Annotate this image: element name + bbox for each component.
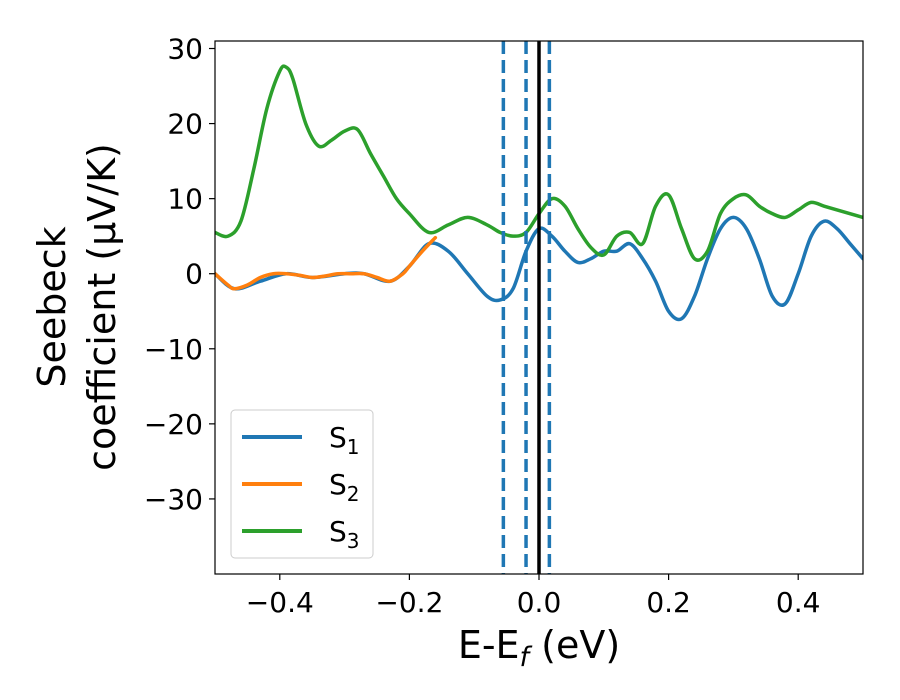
x-tick-label: −0.4 bbox=[246, 586, 314, 619]
x-tick-label: −0.2 bbox=[375, 586, 443, 619]
y-tick-label: 0 bbox=[185, 258, 203, 291]
x-tick-label: 0.0 bbox=[517, 586, 562, 619]
legend-label-s1: S1 bbox=[329, 421, 360, 459]
y-axis-label: Seebeck coefficient (μV/K) bbox=[30, 143, 124, 471]
series-line-s3 bbox=[215, 64, 863, 262]
series-layer bbox=[215, 64, 863, 322]
y-tick-label: −30 bbox=[144, 483, 203, 516]
reference-lines bbox=[501, 41, 552, 574]
legend-label-s2: S2 bbox=[329, 468, 360, 506]
x-axis: −0.4 −0.2 0.0 0.2 0.4 bbox=[246, 574, 821, 619]
x-tick-label: 0.4 bbox=[776, 586, 821, 619]
y-axis: 30 20 10 0 −10 −20 −30 bbox=[144, 33, 215, 516]
y-tick-label: 20 bbox=[167, 108, 203, 141]
y-tick-label: 30 bbox=[167, 33, 203, 66]
y-axis-label-line1: Seebeck bbox=[30, 226, 74, 387]
y-tick-label: −10 bbox=[144, 333, 203, 366]
y-axis-label-line2: coefficient (μV/K) bbox=[80, 143, 124, 471]
x-axis-label: E-Ef (eV) bbox=[458, 623, 620, 673]
legend: S1 S2 S3 bbox=[230, 409, 374, 559]
series-line-s2 bbox=[215, 235, 438, 291]
x-tick-label: 0.2 bbox=[646, 586, 691, 619]
legend-label-s3: S3 bbox=[329, 515, 360, 553]
y-tick-label: 10 bbox=[167, 183, 203, 216]
y-tick-label: −20 bbox=[144, 408, 203, 441]
